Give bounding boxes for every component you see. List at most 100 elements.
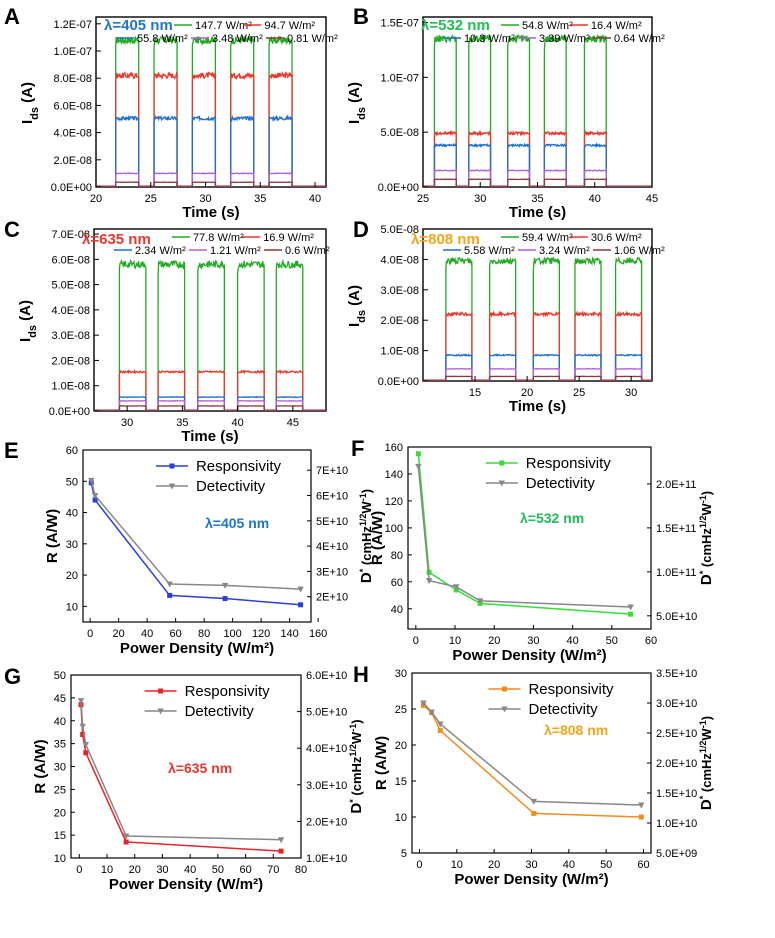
- x-tick-label: 70: [267, 864, 279, 876]
- x-tick-label: 100: [223, 628, 241, 640]
- x-tick-label: 25: [145, 193, 157, 205]
- x-tick-label: 30: [525, 859, 537, 871]
- y2-axis-title: D* (cmHz1/2W-1): [698, 491, 715, 585]
- y2-title-sup: -1: [348, 724, 358, 732]
- y-tick-label: 40: [54, 716, 66, 728]
- legend-label: 94.7 W/m²: [264, 20, 315, 32]
- x-axis-title: Power Density (W/m²): [454, 871, 608, 888]
- wavelength-label: λ=635 nm: [82, 231, 151, 248]
- panel-label: B: [353, 4, 369, 29]
- panel-label: E: [4, 438, 19, 463]
- y-tick-label: 2.0E-08: [51, 355, 90, 367]
- plot-frame: [411, 672, 652, 854]
- y2-title-sup: *: [348, 799, 358, 803]
- x-tick-label: 60: [239, 864, 251, 876]
- x-tick-label: 120: [252, 628, 270, 640]
- data-point: [166, 581, 173, 588]
- data-point: [222, 596, 228, 602]
- x-tick-label: 30: [199, 193, 211, 205]
- y2-tick-label: 1.0E+10: [656, 818, 697, 830]
- y-tick-label: 10: [54, 853, 66, 865]
- legend-label: 59.4 W/m²: [522, 232, 573, 244]
- data-point: [530, 798, 537, 805]
- y-tick-label: 4.0E-08: [380, 254, 419, 266]
- y-tick-label: 15: [395, 776, 407, 788]
- y2-tick-label: 1.0E+10: [306, 853, 347, 865]
- data-point: [501, 686, 507, 692]
- y2-axis-title: D* (cmHz1/2W-1): [698, 716, 715, 810]
- y-tick-label: 30: [395, 668, 407, 680]
- legend-label: 10.3 W/m²: [464, 33, 515, 45]
- y2-title-main: D: [698, 574, 715, 585]
- series-line-1: [423, 309, 652, 381]
- y-tick-label: 0.0E+00: [378, 376, 419, 388]
- data-point: [428, 709, 435, 716]
- y2-title-rest: (cmHz: [699, 753, 714, 796]
- data-point: [476, 598, 484, 605]
- y-tick-label: 20: [54, 807, 66, 819]
- series-line-4: [94, 405, 326, 411]
- y-axis-title: Ids (A): [19, 82, 41, 124]
- y-axis-title: R (A/W): [369, 511, 386, 565]
- data-point: [437, 721, 444, 728]
- y2-tick-label: 6.0E+10: [306, 670, 347, 682]
- y-axis-title-main: I: [346, 323, 363, 327]
- y-axis-title-main: I: [17, 338, 34, 342]
- series-line-0: [423, 33, 652, 187]
- data-point: [157, 708, 164, 715]
- panel-H: 0 10 20 30 40 50 60 5 10 15 20 25 30 5.0E+09 1.0E+10 1.…: [353, 662, 715, 888]
- y-tick-label: 6.0E-08: [53, 100, 92, 112]
- y-tick-label: 1.0E-08: [51, 381, 90, 393]
- legend-label: Detectivity: [185, 703, 255, 720]
- y-tick-label: 0.0E+00: [49, 406, 90, 418]
- data-point: [277, 837, 285, 844]
- y2-title-sup: 1/2: [348, 744, 358, 757]
- legend-label: Detectivity: [528, 701, 598, 718]
- data-point: [638, 814, 644, 820]
- legend-label: 3.39 W/m²: [539, 33, 590, 45]
- y-tick-label: 0.0E+00: [51, 182, 92, 194]
- wavelength-label: λ=405 nm: [205, 515, 269, 531]
- series-line-3: [94, 399, 326, 411]
- panel-C: 30 35 40 45 0.0E+00 1.0E-08 2.0E-08 3.0E-08 4.0E…: [4, 217, 330, 445]
- legend-label: 77.8 W/m²: [193, 232, 244, 244]
- x-tick-label: 140: [280, 628, 298, 640]
- x-tick-label: 20: [521, 387, 533, 399]
- y2-title-rest: (cmHz: [359, 526, 374, 569]
- y-axis-title-sub: ds: [29, 107, 41, 120]
- data-point: [638, 802, 645, 809]
- legend-label: Responsivity: [185, 683, 271, 700]
- x-tick-label: 25: [573, 387, 585, 399]
- legend-label: Detectivity: [526, 475, 596, 492]
- y2-tick-label: 5E+10: [316, 516, 348, 528]
- data-point: [627, 604, 634, 611]
- y-axis-title: Ids (A): [346, 82, 368, 124]
- legend-label: 147.7 W/m²: [195, 20, 252, 32]
- y2-title-close: ): [699, 716, 714, 720]
- x-tick-label: 40: [184, 864, 196, 876]
- data-point: [92, 497, 98, 503]
- x-tick-label: 40: [141, 628, 153, 640]
- legend-label: Responsivity: [526, 455, 612, 472]
- y2-title-sup: 1/2: [698, 741, 708, 754]
- y-tick-label: 140: [385, 469, 403, 481]
- y2-title-sup: 1/2: [698, 516, 708, 529]
- y-axis-title-sub: ds: [356, 107, 368, 120]
- legend-label: 55.8 W/m²: [137, 33, 188, 45]
- series-line-3: [423, 168, 652, 187]
- x-tick-label: 25: [417, 193, 429, 205]
- legend-label: 0.81 W/m²: [287, 33, 338, 45]
- data-point: [437, 728, 443, 734]
- series-line-3: [96, 172, 326, 187]
- data-point: [420, 700, 427, 707]
- panel-label: C: [4, 217, 20, 242]
- panel-label: G: [4, 664, 21, 689]
- y-axis-title-unit: (A): [346, 82, 363, 107]
- y2-tick-label: 7E+10: [316, 465, 348, 477]
- data-point: [415, 451, 421, 457]
- x-axis-title: Power Density (W/m²): [452, 647, 606, 664]
- y-tick-label: 3.0E-08: [380, 285, 419, 297]
- y2-tick-label: 4E+10: [316, 541, 348, 553]
- data-point: [298, 602, 304, 608]
